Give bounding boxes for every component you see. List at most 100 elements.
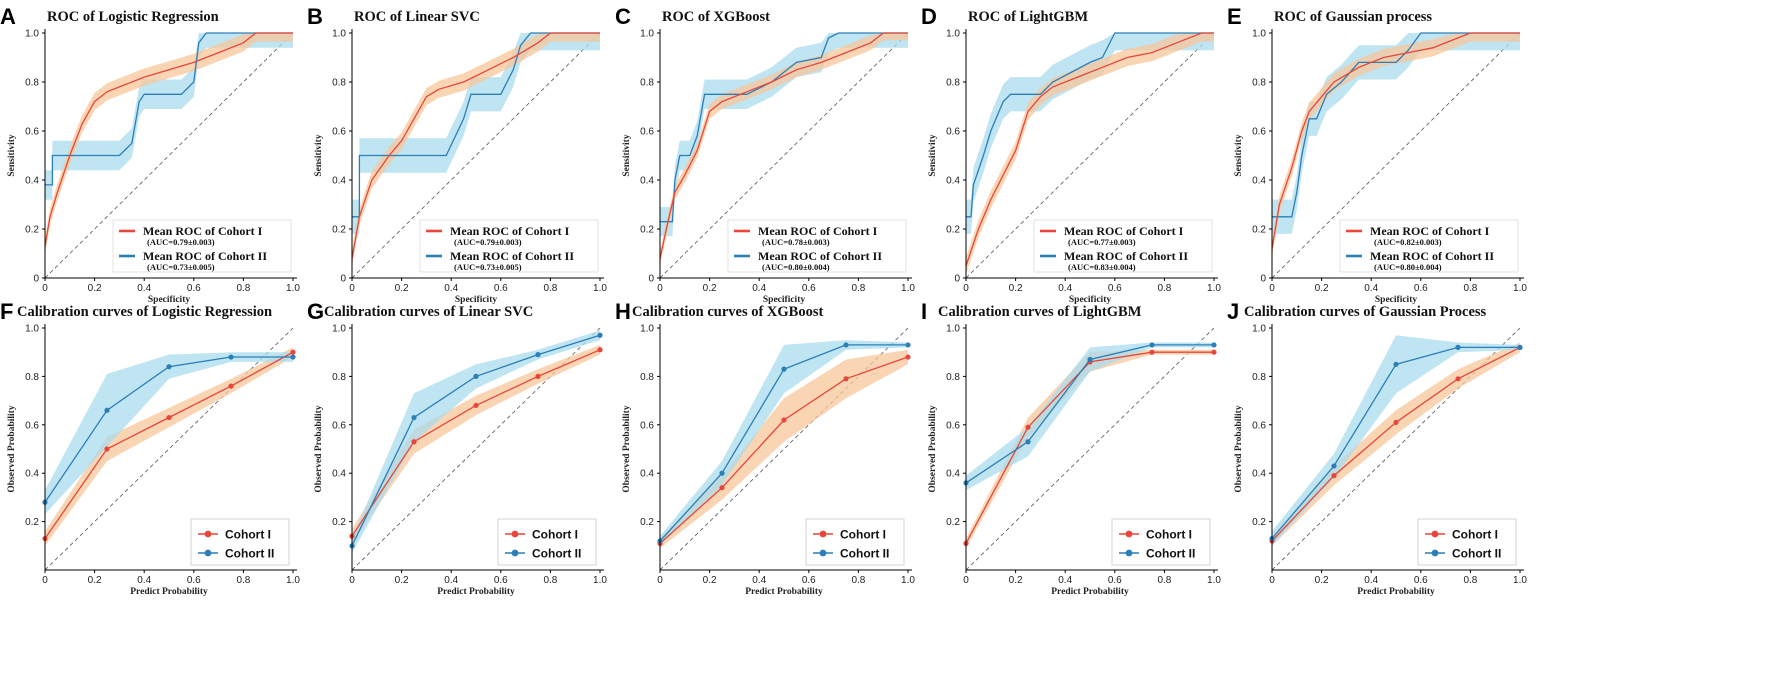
x-axis-label: Specificity	[455, 295, 497, 305]
series-band-cohort-2	[1272, 335, 1520, 546]
data-point-cohort-2	[905, 342, 911, 348]
data-point-cohort-2	[597, 332, 603, 338]
panel-d: D ROC of LightGBM 0 0.2 0.4 0.6 0.8 1.0 0 0.2 0.4 0…	[921, 4, 1221, 305]
x-tick-label: 0.8	[543, 575, 557, 586]
diagonal-reference-line	[1271, 32, 1521, 279]
x-axis-label: Predict Probability	[1357, 587, 1435, 597]
y-tick-label: 0.4	[640, 469, 654, 480]
panel-e: E ROC of Gaussian process 0 0.2 0.4 0.6 0.8 1.0…	[1227, 4, 1527, 305]
y-tick-label: 1.0	[25, 29, 39, 40]
data-point-cohort-1	[781, 417, 787, 423]
data-point-cohort-1	[290, 349, 296, 355]
x-tick-label: 0.2	[395, 283, 409, 294]
y-tick-label: 0.6	[1252, 420, 1266, 431]
y-tick-label: 0.4	[25, 469, 39, 480]
x-tick-label: 0.2	[395, 575, 409, 586]
panel-letter: I	[921, 299, 927, 324]
y-tick-label: 0.6	[946, 420, 960, 431]
series-line-cohort-1	[965, 32, 1214, 267]
x-tick-label: 0.4	[137, 283, 151, 294]
x-tick-label: 1.0	[901, 283, 915, 294]
data-point-cohort-1	[905, 354, 911, 360]
legend-box	[497, 518, 597, 566]
x-tick-label: 0.8	[851, 283, 865, 294]
series-line-cohort-2	[45, 32, 293, 186]
series-line-cohort-2	[352, 32, 600, 218]
x-tick-label: 0.4	[137, 575, 151, 586]
x-tick-label: 0.2	[1009, 575, 1023, 586]
panel-a: A ROC of Logistic Regression 0 0.2 0.4 0.6 0.8…	[0, 4, 300, 305]
legend-label: Mean ROC of Cohort I	[450, 224, 570, 238]
y-tick-label: 0.8	[25, 78, 39, 89]
y-tick-label: 0.6	[640, 127, 654, 138]
data-point-cohort-1	[843, 376, 849, 382]
legend-box	[190, 518, 290, 566]
legend-swatch-marker-cohort-2	[204, 549, 212, 557]
y-tick-label: 1.0	[946, 29, 960, 40]
data-point-cohort-2	[719, 470, 725, 476]
x-tick-label: 0	[349, 575, 355, 586]
legend-label: Cohort I	[225, 528, 271, 542]
y-tick-label: 0.4	[1252, 176, 1266, 187]
legend-box	[419, 219, 599, 273]
x-axis-label: Specificity	[1375, 295, 1417, 305]
panel-letter: A	[0, 4, 16, 29]
y-tick-label: 0	[33, 274, 39, 285]
panel-letter: B	[307, 4, 323, 29]
y-axis-label: Sensitivity	[7, 134, 17, 176]
data-point-cohort-2	[1025, 439, 1031, 445]
x-tick-label: 0.2	[1315, 283, 1329, 294]
series-band-cohort-2	[966, 33, 1214, 234]
series-band-cohort-1	[352, 344, 600, 544]
x-tick-label: 0.8	[236, 575, 250, 586]
x-axis-label: Specificity	[148, 295, 190, 305]
chart-title: ROC of Linear SVC	[354, 9, 480, 25]
y-axis-label: Observed Probability	[7, 405, 17, 492]
panel-letter: F	[0, 299, 13, 324]
y-tick-label: 1.0	[332, 324, 346, 335]
series-band-cohort-2	[966, 342, 1214, 491]
data-point-cohort-1	[1455, 376, 1461, 382]
panel-h: H Calibration curves of XGBoost 0 0.2 0.4 0.6…	[615, 299, 915, 597]
data-point-cohort-2	[1149, 342, 1155, 348]
panel-letter: D	[921, 4, 937, 29]
chart-title: Calibration curves of LightGBM	[938, 304, 1142, 320]
y-tick-label: 0	[954, 274, 960, 285]
y-tick-label: 0.8	[640, 78, 654, 89]
x-tick-label: 0.2	[88, 283, 102, 294]
x-tick-label: 0.6	[1414, 283, 1428, 294]
x-tick-label: 1.0	[286, 575, 300, 586]
data-point-cohort-2	[1211, 342, 1217, 348]
chart-title: Calibration curves of Gaussian Process	[1244, 304, 1487, 320]
series-band-cohort-1	[45, 347, 293, 546]
x-tick-label: 0.6	[802, 575, 816, 586]
legend-swatch-marker-cohort-2	[511, 549, 519, 557]
x-tick-label: 0.4	[1364, 575, 1378, 586]
legend-box	[1033, 219, 1213, 273]
y-tick-label: 0.2	[946, 225, 960, 236]
x-tick-label: 0	[1269, 575, 1275, 586]
data-point-cohort-2	[411, 414, 417, 421]
data-point-cohort-2	[1087, 356, 1093, 363]
x-axis-label: Specificity	[763, 295, 805, 305]
legend-swatch-marker-cohort-1	[204, 530, 212, 538]
x-tick-label: 0.4	[444, 575, 458, 586]
y-tick-label: 0.2	[1252, 225, 1266, 236]
data-point-cohort-2	[166, 364, 172, 370]
panel-c: C ROC of XGBoost 0 0.2 0.4 0.6 0.8 1.0 0 0.2 0.4 0.…	[615, 4, 915, 305]
legend-label: Mean ROC of Cohort II	[143, 249, 267, 263]
y-tick-label: 0.8	[332, 78, 346, 89]
data-point-cohort-1	[719, 485, 725, 491]
data-point-cohort-2	[290, 354, 296, 360]
legend-swatch-marker-cohort-2	[819, 549, 827, 557]
x-tick-label: 0.6	[1108, 283, 1122, 294]
y-tick-label: 1.0	[25, 324, 39, 335]
y-tick-label: 0.6	[332, 127, 346, 138]
y-tick-label: 1.0	[640, 324, 654, 335]
legend-box	[112, 219, 292, 273]
series-band-cohort-1	[45, 33, 293, 255]
chart-title: Calibration curves of Logistic Regressio…	[17, 304, 272, 320]
y-tick-label: 0.6	[25, 420, 39, 431]
legend-label: Cohort II	[225, 547, 274, 561]
legend-label: Mean ROC of Cohort I	[1064, 224, 1184, 238]
